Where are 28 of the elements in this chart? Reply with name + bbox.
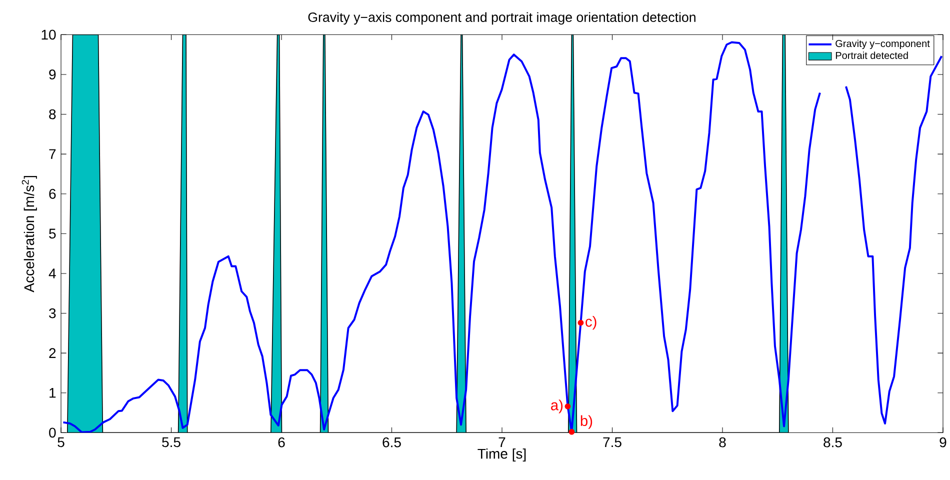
x-tick-label: 6.5: [382, 438, 401, 448]
x-axis-title: Time [s]: [478, 448, 526, 462]
x-tick-label: 8.5: [824, 438, 842, 448]
annotation: a): [551, 400, 563, 414]
annotation: b): [580, 415, 592, 430]
annotation: c): [586, 316, 596, 330]
x-tick-label: 8: [719, 438, 726, 448]
y-tick-label: 7: [49, 149, 56, 160]
legend-label: Gravity y−component: [836, 40, 930, 50]
y-tick-label: 0: [49, 428, 56, 438]
y-tick-label: 3: [49, 308, 56, 318]
y-tick-label: 1: [50, 388, 56, 398]
x-tick-label: 5.5: [162, 438, 180, 448]
y-tick-label: 2: [49, 348, 56, 358]
x-tick-label: 5: [58, 438, 64, 448]
y-tick-label: 6: [49, 189, 56, 199]
x-tick-label: 7: [498, 438, 506, 448]
y-tick-label: 4: [48, 268, 56, 278]
y-axis-title: Acceleration [m/s$^{2}$]: [22, 176, 37, 292]
legend-label: Portrait detected: [836, 52, 908, 60]
x-tick-label: 6: [278, 438, 285, 448]
y-tick-label: 10: [42, 30, 56, 40]
y-tick-label: 9: [49, 70, 56, 80]
chart-title: Gravity y−axis component and portrait image orientation detection: [308, 12, 696, 25]
y-tick-label: 8: [49, 109, 56, 120]
x-tick-label: 7.5: [603, 438, 622, 448]
x-tick-label: 9: [940, 438, 946, 448]
y-tick-label: 5: [49, 228, 56, 239]
